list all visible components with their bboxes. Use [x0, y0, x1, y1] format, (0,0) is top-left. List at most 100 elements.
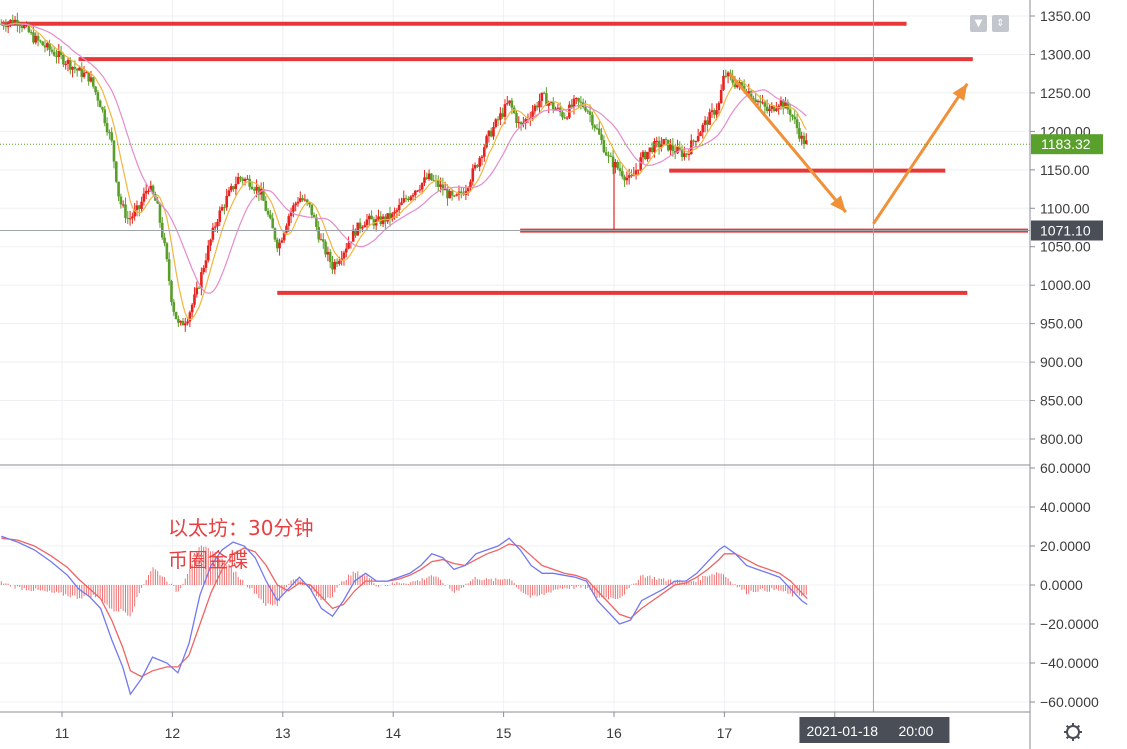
candle-body	[416, 190, 419, 192]
candle-body	[630, 175, 633, 177]
candle-body	[662, 139, 665, 145]
candle-body	[312, 214, 316, 218]
candle-body	[620, 171, 624, 177]
candle-body	[278, 242, 281, 249]
candle-body	[216, 221, 219, 227]
candle-body	[287, 216, 291, 226]
candle-body	[533, 105, 537, 112]
macd-tick-label: 60.0000	[1040, 460, 1091, 476]
candle-body	[195, 287, 199, 295]
support-resistance-levels	[1, 21, 1028, 295]
candle-body	[625, 177, 629, 181]
scale-down-icon[interactable]: ▼	[970, 15, 987, 32]
candle-body	[692, 140, 695, 142]
candle-body	[446, 189, 449, 199]
candle-body	[273, 228, 277, 240]
candle-body	[315, 217, 318, 228]
candle-body	[687, 154, 691, 156]
time-tick-label: 14	[385, 725, 401, 741]
candle-body	[455, 194, 458, 196]
candle-body	[190, 304, 194, 313]
candle-body	[549, 101, 553, 103]
candle-body	[593, 125, 596, 128]
candle-body	[167, 259, 171, 282]
candle-body	[395, 210, 399, 212]
candle-body	[499, 113, 502, 120]
candle-body	[611, 156, 615, 168]
candle-body	[73, 67, 77, 69]
candle-body	[163, 237, 166, 244]
price-tick-label: 1250.00	[1040, 85, 1091, 101]
candle-body	[377, 216, 380, 220]
candle-body	[239, 177, 242, 179]
candle-body	[568, 104, 571, 118]
candle-body	[680, 149, 684, 157]
candle-body	[699, 132, 702, 137]
candle-body	[726, 72, 730, 77]
candle-body	[650, 147, 654, 153]
candle-body	[510, 100, 514, 108]
candle-body	[524, 119, 527, 123]
candle-body	[501, 113, 504, 117]
candle-body	[197, 287, 201, 289]
settings-gear-tooth	[1065, 724, 1070, 729]
candle-body	[151, 185, 155, 195]
candle-body	[351, 229, 355, 242]
crosshair-price-badge	[1031, 220, 1103, 241]
candle-body	[218, 210, 222, 222]
candle-body	[250, 186, 254, 190]
candle-body	[301, 198, 304, 201]
macd-tick-label: −60.0000	[1040, 694, 1099, 710]
candle-body	[761, 102, 764, 104]
candle-body	[545, 93, 548, 106]
candle-body	[623, 176, 626, 181]
candle-body	[735, 84, 739, 88]
candle-body	[305, 199, 309, 203]
candle-body	[519, 122, 523, 125]
candle-body	[752, 98, 755, 100]
candle-body	[142, 193, 146, 202]
candle-body	[158, 203, 162, 223]
macd-line	[1, 535, 808, 696]
candle-body	[25, 24, 28, 26]
candle-body	[441, 184, 445, 191]
candle-body	[133, 209, 136, 217]
price-tick-label: 1100.00	[1040, 200, 1090, 216]
candle-body	[381, 216, 385, 225]
candle-body	[193, 294, 196, 305]
candle-body	[676, 147, 679, 154]
candle-body	[18, 24, 21, 27]
candle-body	[602, 140, 606, 153]
candle-body	[204, 260, 208, 268]
candle-body	[482, 147, 486, 157]
candle-body	[531, 111, 534, 118]
annotation-line-2: 币圈金蝶	[168, 548, 248, 572]
candle-body	[653, 140, 656, 153]
candle-body	[772, 105, 776, 111]
candle-body	[717, 103, 721, 111]
candle-body	[149, 185, 153, 191]
candle-body	[39, 40, 42, 42]
candle-body	[666, 139, 670, 151]
candle-body	[425, 177, 429, 180]
candle-body	[637, 169, 640, 171]
candle-body	[338, 260, 341, 264]
candle-body	[390, 213, 394, 220]
candle-body	[50, 49, 54, 52]
time-tick-label: 17	[717, 725, 733, 741]
time-tick-label: 12	[165, 725, 181, 741]
candle-body	[758, 100, 762, 103]
candle-body	[411, 195, 415, 197]
candle-body	[657, 140, 661, 148]
candle-body	[170, 281, 173, 302]
candle-body	[503, 104, 507, 117]
trend-arrow-head	[952, 83, 968, 101]
candle-body	[335, 261, 339, 264]
trend-arrows	[728, 72, 969, 225]
candle-body	[696, 136, 700, 142]
scale-toggle-icon[interactable]: ⇕	[992, 15, 1009, 32]
candle-body	[137, 205, 141, 209]
candle-body	[683, 153, 686, 157]
price-tick-label: 800.00	[1040, 431, 1083, 447]
